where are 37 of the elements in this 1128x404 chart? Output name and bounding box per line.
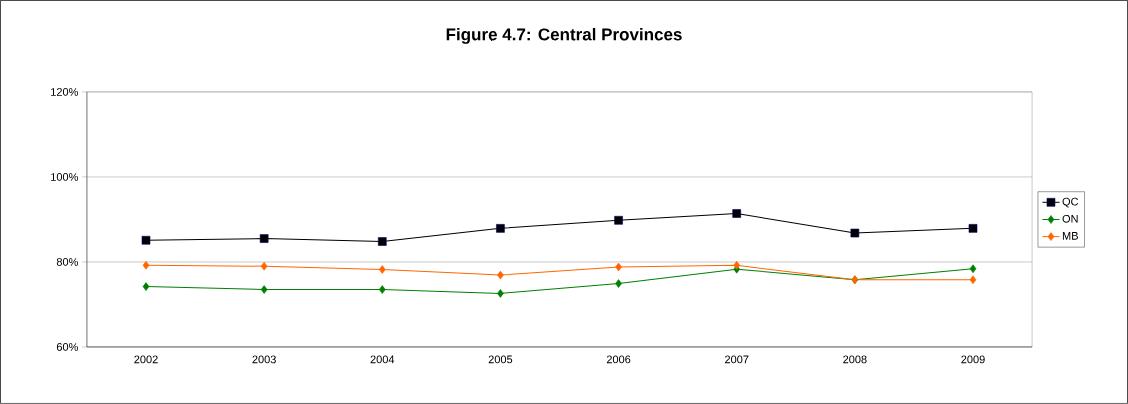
y-tick-label: 100% — [51, 173, 78, 181]
point — [260, 261, 268, 271]
x-tick-label: 2005 — [488, 355, 513, 364]
point — [259, 234, 269, 243]
x-tick-label: 2007 — [725, 355, 749, 364]
y-tick-label: 80% — [56, 258, 78, 266]
point — [496, 224, 505, 233]
point — [377, 237, 387, 246]
x-tick-label: 2008 — [843, 355, 867, 364]
x-tick-label: 2004 — [370, 355, 395, 364]
x-tick-label: 2006 — [606, 355, 631, 364]
x-tick-label: 2003 — [252, 355, 276, 364]
point — [969, 264, 977, 274]
legend-label: MB — [1062, 232, 1078, 240]
point — [260, 285, 268, 294]
legend-label: QC — [1062, 197, 1079, 208]
point — [497, 270, 504, 280]
point — [850, 228, 860, 238]
point — [968, 224, 978, 233]
point — [142, 282, 150, 291]
point — [614, 216, 623, 225]
y-tick-label: 120% — [51, 88, 78, 96]
point — [141, 236, 151, 245]
x-tick-label: 2009 — [961, 355, 985, 364]
point — [378, 265, 386, 274]
point — [732, 209, 742, 218]
point — [378, 285, 386, 294]
x-tick-label: 2002 — [134, 355, 158, 364]
legend-label: ON — [1062, 214, 1078, 223]
chart-title: Figure 4.7: Central Provinces — [446, 28, 682, 44]
point — [497, 289, 504, 298]
point — [733, 261, 741, 270]
y-tick-label: 60% — [56, 343, 78, 351]
point — [615, 262, 622, 272]
point — [969, 275, 977, 285]
point — [142, 261, 150, 270]
point — [615, 279, 622, 288]
